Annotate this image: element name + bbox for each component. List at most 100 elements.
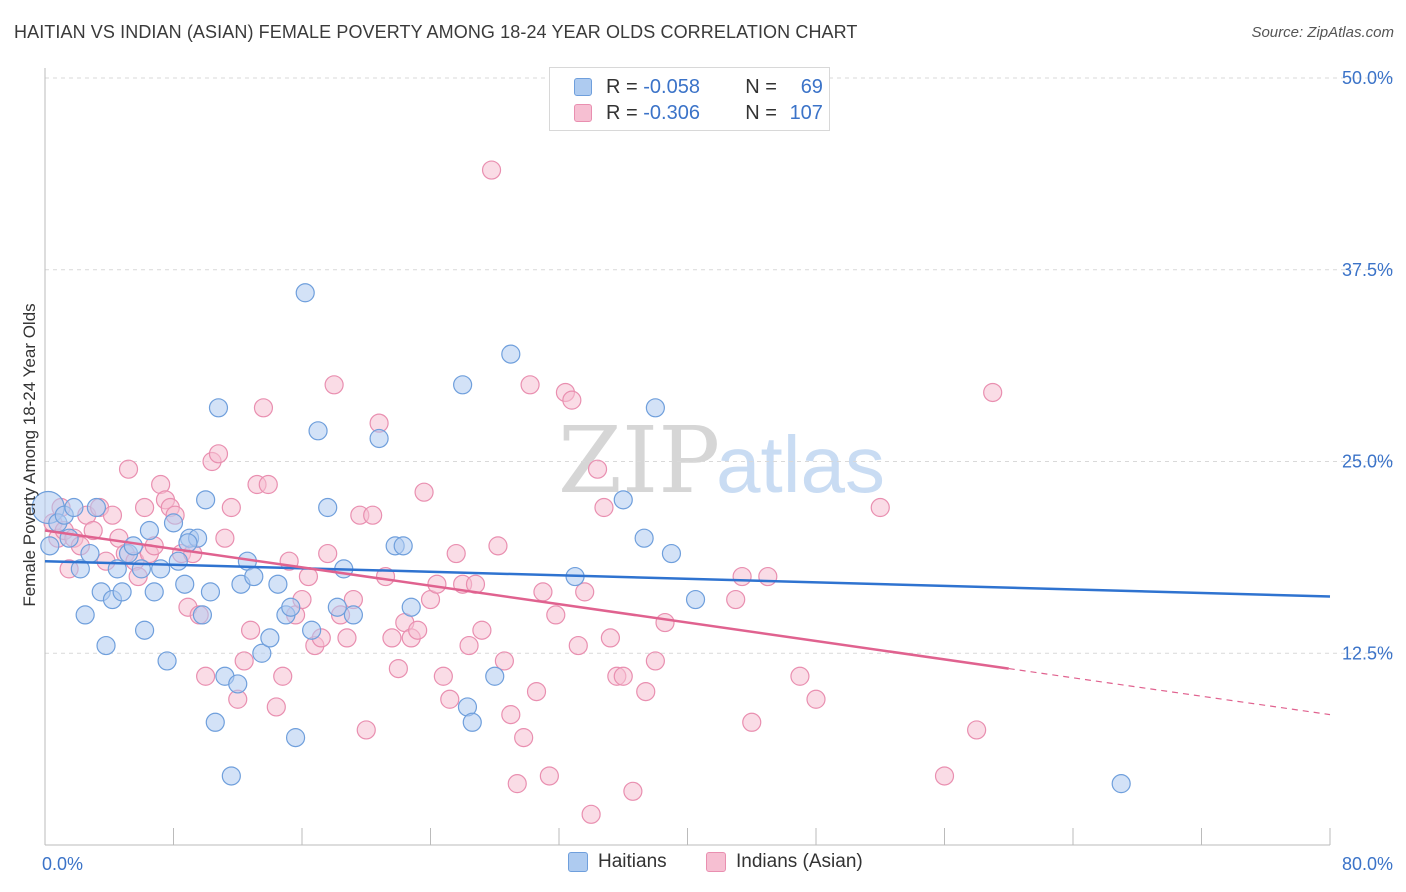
haitians-point <box>343 605 363 625</box>
haitians-point <box>196 490 216 510</box>
haitians-point <box>501 344 521 364</box>
y-tick-label: 37.5% <box>1342 260 1393 280</box>
legend-n-value-indians: 107 <box>789 101 823 124</box>
indians-swatch <box>574 104 592 122</box>
indians-point <box>742 712 762 732</box>
haitians-point <box>205 712 225 732</box>
haitians-point <box>208 398 229 418</box>
haitians-point <box>139 520 160 541</box>
indians-point <box>758 566 778 587</box>
series-haitians-points <box>31 283 1131 794</box>
indians-point <box>481 160 502 180</box>
watermark-atlas: atlas <box>716 420 885 509</box>
haitians-point <box>260 628 280 648</box>
haitians-trend-line <box>44 559 1331 598</box>
indians-point <box>645 651 665 671</box>
legend-item-haitians: Haitians <box>568 851 667 873</box>
indians-point <box>408 620 428 640</box>
indians-point <box>983 382 1003 403</box>
haitians-point <box>134 620 155 640</box>
indians-point <box>318 543 338 564</box>
haitians-point <box>175 574 195 594</box>
indians-point <box>134 497 155 518</box>
indians-point <box>83 520 103 541</box>
axes <box>44 68 1331 846</box>
indians-point <box>568 635 588 656</box>
indians-point <box>266 697 286 717</box>
indians-point <box>433 666 453 686</box>
haitians-point <box>96 635 116 656</box>
legend-row-indians: R = -0.306 N = 107 <box>574 101 823 125</box>
haitians-point <box>1111 774 1131 794</box>
legend-n-label: N = <box>745 101 777 124</box>
haitians-point <box>163 513 184 533</box>
indians-point <box>581 804 601 824</box>
indians-point <box>546 605 566 625</box>
indians-point <box>472 620 492 640</box>
haitians-legend-label: Haitians <box>598 851 667 872</box>
legend-r-value-indians: -0.306 <box>643 101 700 124</box>
indians-point <box>446 543 466 564</box>
indians-point <box>427 574 447 594</box>
haitians-point <box>40 536 60 556</box>
indians-point <box>790 666 810 686</box>
indians-point <box>241 620 261 640</box>
haitians-point <box>401 597 421 617</box>
x-tick-label-min: 0.0% <box>42 854 83 874</box>
indians-point <box>575 582 595 602</box>
haitians-point <box>281 597 301 617</box>
indians-point <box>539 766 559 786</box>
haitians-point <box>327 597 347 617</box>
haitians-point <box>645 398 665 418</box>
haitians-point <box>302 620 322 640</box>
y-tick-label: 12.5% <box>1342 643 1393 663</box>
haitians-point <box>295 283 315 303</box>
indians-point <box>273 666 293 686</box>
indians-point <box>414 482 434 502</box>
haitians-point <box>369 428 389 449</box>
indians-trend-line <box>44 529 1009 670</box>
indians-point <box>514 728 534 748</box>
haitians-point <box>86 497 107 518</box>
haitians-point <box>144 582 164 602</box>
watermark-zip: ZIP <box>558 407 720 514</box>
legend-r-value-haitians: -0.058 <box>643 75 700 98</box>
indians-point <box>382 628 402 648</box>
indians-point <box>258 474 278 495</box>
indians-point <box>363 505 383 525</box>
indians-point <box>806 689 826 709</box>
legend-r-label: R = <box>606 101 638 124</box>
y-axis-label: Female Poverty Among 18-24 Year Olds <box>20 303 39 606</box>
haitians-point <box>453 375 473 395</box>
indians-point <box>507 774 527 794</box>
tick-labels: 12.5% 25.0% 37.5% 50.0% 0.0% 80.0% <box>42 68 1393 874</box>
haitians-legend-swatch <box>568 852 588 872</box>
legend-item-indians: Indians (Asian) <box>706 851 863 873</box>
haitians-point <box>244 566 264 587</box>
haitians-point <box>485 666 505 686</box>
indians-point <box>587 459 608 479</box>
indians-point <box>520 375 540 395</box>
indians-point <box>208 444 229 464</box>
indians-trend-line-extension <box>1008 667 1331 716</box>
haitians-point <box>168 551 188 571</box>
indians-point <box>934 766 955 786</box>
y-tick-label: 50.0% <box>1342 68 1393 88</box>
haitians-point <box>613 490 633 510</box>
indians-point <box>870 497 890 518</box>
haitians-point <box>661 543 682 564</box>
indians-point <box>594 497 614 518</box>
series-legend: Haitians Indians (Asian) <box>0 851 1406 877</box>
haitians-point <box>252 643 272 663</box>
haitians-point <box>685 589 706 610</box>
indians-point <box>533 582 553 602</box>
indians-point <box>118 459 139 479</box>
haitians-point <box>151 559 171 579</box>
haitians-point <box>268 574 288 594</box>
haitians-swatch <box>574 78 592 96</box>
haitians-point <box>112 582 132 602</box>
legend-row-haitians: R = -0.058 N = 69 <box>574 75 823 99</box>
watermark: ZIP atlas <box>558 407 885 514</box>
y-tick-label: 25.0% <box>1342 452 1393 472</box>
